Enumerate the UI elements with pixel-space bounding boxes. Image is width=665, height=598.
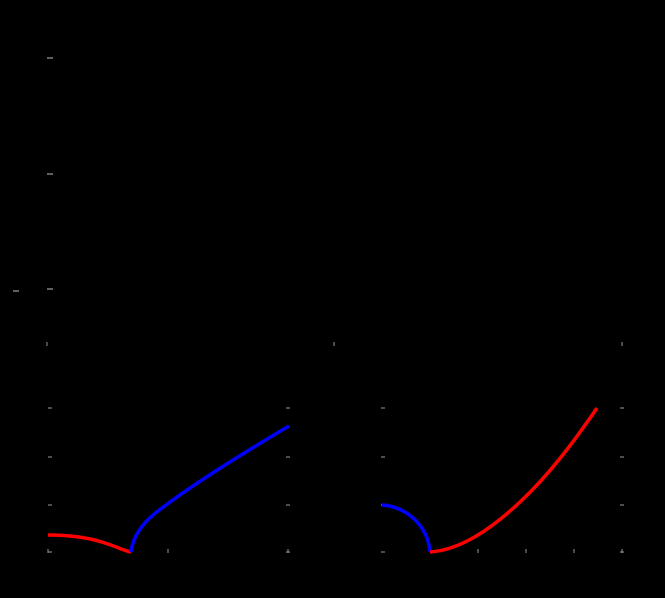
red-curve [47, 533, 132, 554]
blue-arc [381, 503, 432, 553]
blue-curve [129, 424, 290, 553]
red-curve [429, 407, 599, 554]
bottom-left-panel [46, 342, 335, 554]
bottom-right-panel [381, 342, 624, 554]
top-panel [13, 57, 53, 292]
axis-ticks [46, 342, 335, 553]
